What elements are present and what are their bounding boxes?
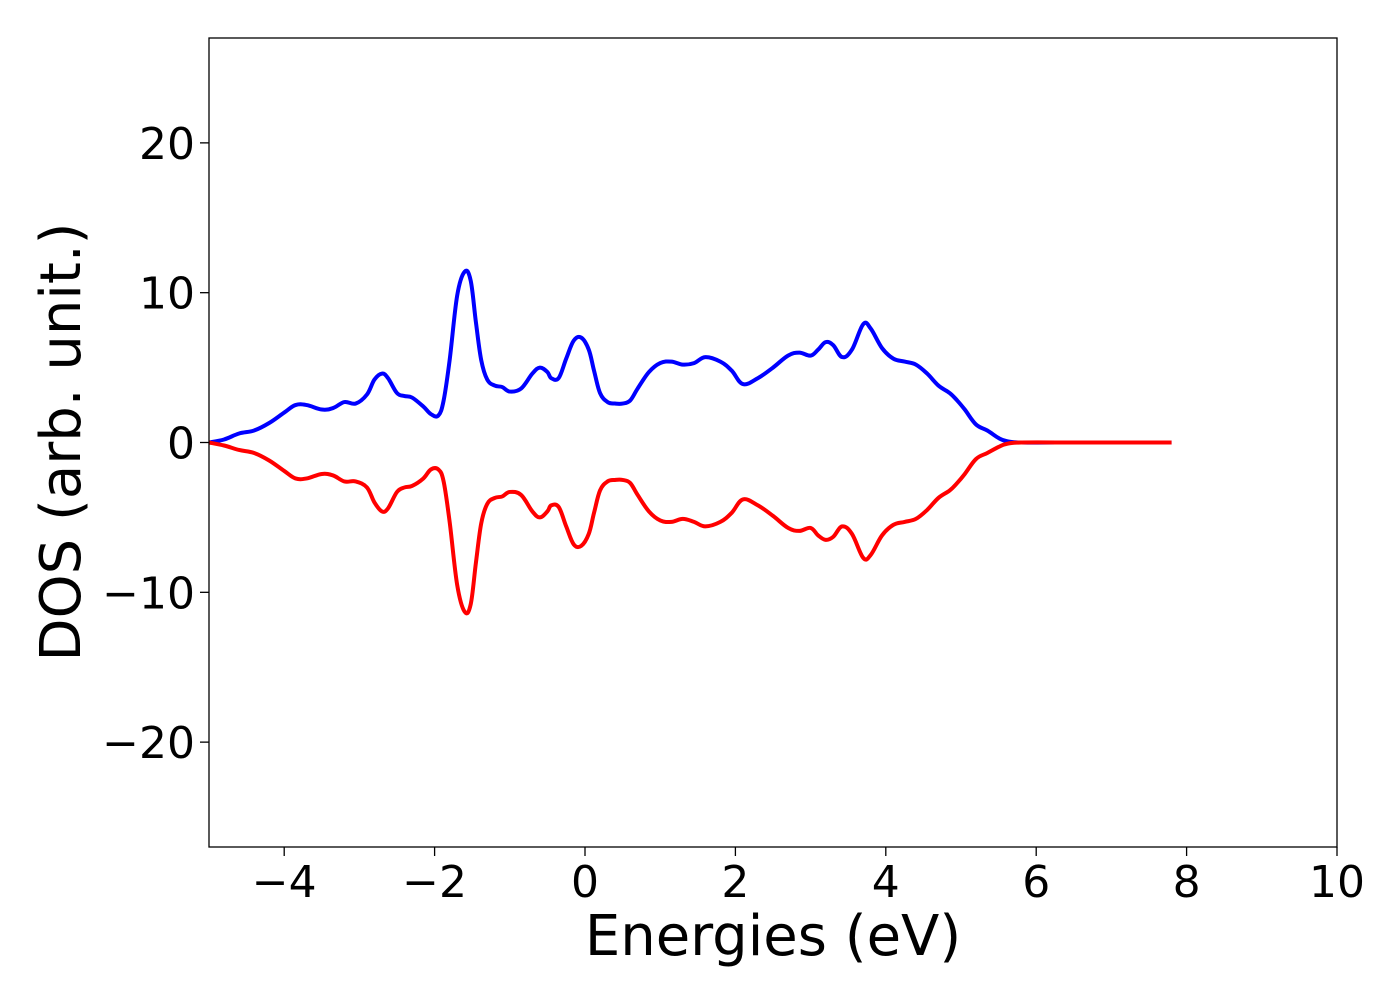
x-tick-label: −4 <box>252 857 317 908</box>
x-tick-label: 8 <box>1173 857 1201 908</box>
x-tick-label: 4 <box>872 857 900 908</box>
y-tick-label: 20 <box>139 119 195 170</box>
series-layer <box>208 268 1172 616</box>
dos-series-line-up <box>208 268 1172 445</box>
x-axis-label: Energies (eV) <box>585 904 961 969</box>
x-tick-label: 2 <box>721 857 749 908</box>
x-tick-label: −2 <box>402 857 467 908</box>
y-tick-label: −10 <box>102 568 195 619</box>
x-tick-label: 6 <box>1022 857 1050 908</box>
y-axis-ticks: −20 −10 0 10 20 <box>102 119 209 769</box>
y-tick-label: 0 <box>167 419 195 470</box>
y-tick-label: 10 <box>139 269 195 320</box>
x-tick-label: 0 <box>571 857 599 908</box>
x-axis-ticks: −4 −2 0 2 4 6 8 10 <box>252 847 1365 908</box>
y-tick-label: −20 <box>102 718 195 769</box>
x-tick-label: 10 <box>1309 857 1365 908</box>
dos-series-line-down <box>208 440 1172 616</box>
y-axis-label: DOS (arb. unit.) <box>29 222 94 661</box>
